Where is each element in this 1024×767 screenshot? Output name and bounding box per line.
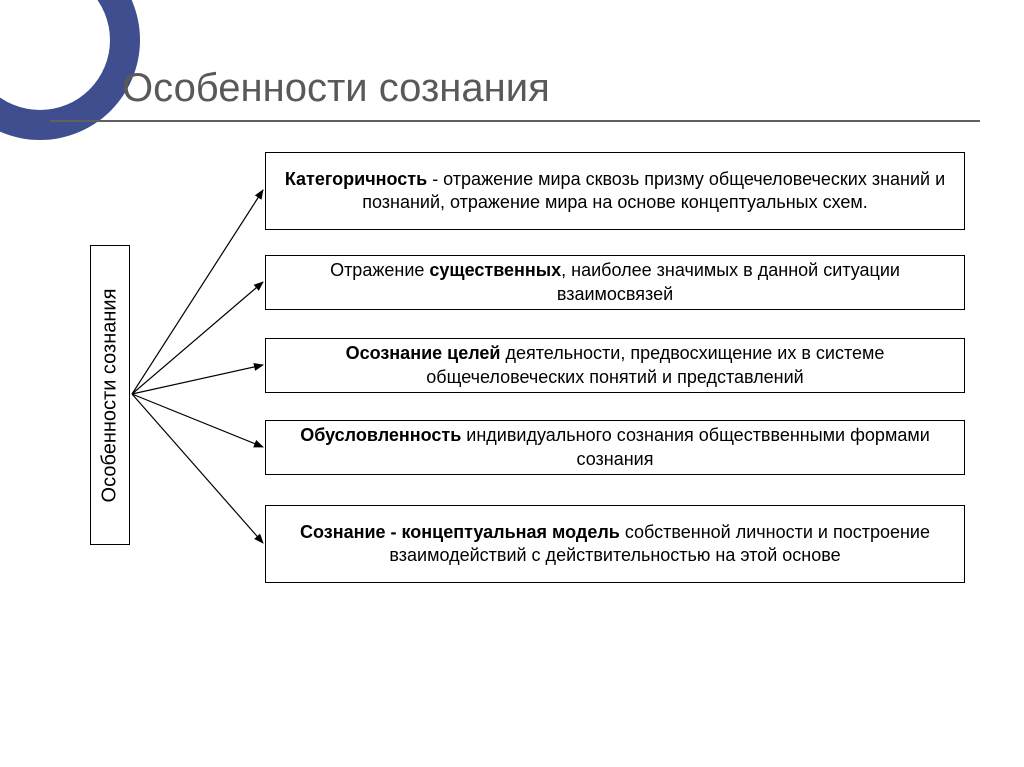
arrow-4 xyxy=(132,394,263,543)
arrow-0 xyxy=(132,190,263,394)
feature-box-0: Категоричность - отражение мира сквозь п… xyxy=(265,152,965,230)
corner-decoration xyxy=(0,0,140,140)
arrow-1 xyxy=(132,282,263,394)
page-title: Особенности сознания xyxy=(122,66,550,111)
title-underline xyxy=(50,120,980,122)
feature-box-1: Отражение существенных, наиболее значимы… xyxy=(265,255,965,310)
feature-box-3: Обусловленность индивидуального сознания… xyxy=(265,420,965,475)
feature-box-4: Сознание - концептуальная модель собстве… xyxy=(265,505,965,583)
source-label: Особенности сознания xyxy=(99,288,122,502)
source-box: Особенности сознания xyxy=(90,245,130,545)
arrow-2 xyxy=(132,365,263,394)
feature-box-2: Осознание целей деятельности, предвосхищ… xyxy=(265,338,965,393)
arrow-3 xyxy=(132,394,263,447)
